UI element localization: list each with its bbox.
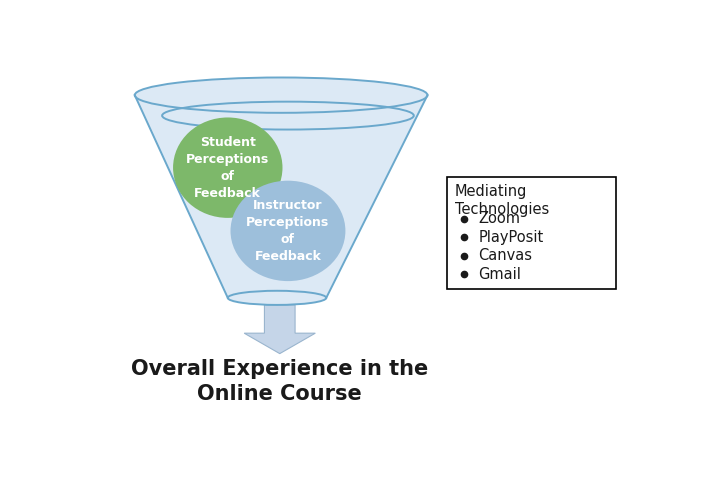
Text: Instructor
Perceptions
of
Feedback: Instructor Perceptions of Feedback <box>246 199 330 263</box>
Ellipse shape <box>135 77 428 113</box>
Ellipse shape <box>230 181 345 281</box>
Text: PlayPosit: PlayPosit <box>479 230 544 245</box>
Text: Gmail: Gmail <box>479 267 521 282</box>
Text: Canvas: Canvas <box>479 248 532 263</box>
FancyBboxPatch shape <box>447 177 616 288</box>
Ellipse shape <box>228 291 326 305</box>
Text: Mediating
Technologies: Mediating Technologies <box>455 184 549 217</box>
Ellipse shape <box>173 117 282 218</box>
Polygon shape <box>135 95 428 298</box>
Text: Overall Experience in the
Online Course: Overall Experience in the Online Course <box>131 359 429 404</box>
Polygon shape <box>244 305 316 354</box>
Text: Zoom: Zoom <box>479 211 520 226</box>
Text: Student
Perceptions
of
Feedback: Student Perceptions of Feedback <box>186 136 270 199</box>
